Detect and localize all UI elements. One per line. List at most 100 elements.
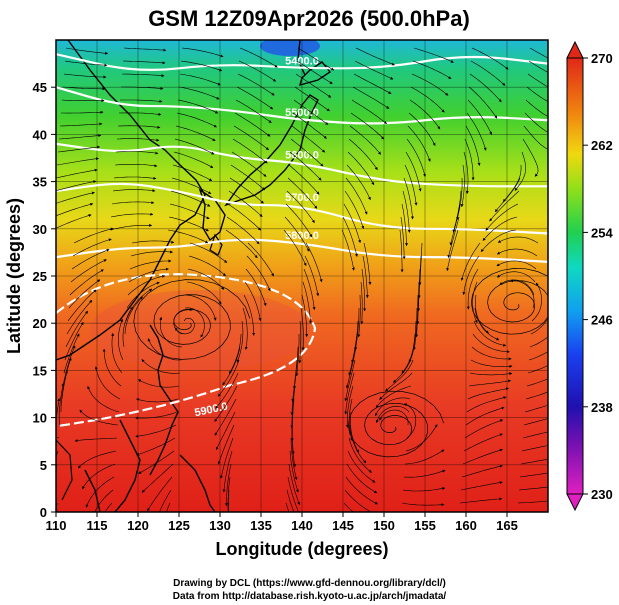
streamline	[185, 294, 217, 321]
streamline	[294, 86, 330, 112]
streamline	[463, 151, 469, 195]
streamline	[417, 268, 421, 312]
streamline	[113, 176, 157, 180]
streamline	[82, 463, 116, 490]
streamline	[482, 216, 518, 241]
streamline	[460, 242, 481, 281]
contour-line	[56, 238, 548, 263]
x-tick-label: 140	[291, 518, 313, 533]
y-tick-label: 0	[40, 505, 47, 520]
streamline	[137, 379, 180, 388]
streamline	[225, 229, 258, 259]
streamline	[462, 255, 480, 296]
streamline	[469, 372, 513, 376]
streamline	[120, 99, 163, 103]
streamline	[174, 138, 215, 155]
x-axis-ticks: 110 115 120 125 130 135 140 145 150 155 160 165	[46, 512, 518, 533]
streamline	[125, 288, 153, 322]
streamline	[87, 385, 120, 413]
streamline	[357, 294, 361, 338]
streamline	[525, 391, 548, 400]
streamline	[68, 279, 101, 309]
streamline	[300, 307, 305, 351]
streamline	[348, 138, 378, 171]
y-tick-label: 20	[33, 316, 47, 331]
streamline	[111, 201, 155, 205]
streamline	[474, 307, 500, 341]
streamline	[502, 164, 522, 203]
streamline	[110, 212, 154, 218]
streamline	[168, 216, 209, 232]
streamline	[295, 334, 300, 377]
streamline	[131, 240, 175, 244]
streamline	[175, 125, 216, 141]
streamline	[222, 346, 241, 386]
streamline	[341, 229, 355, 271]
streamline	[291, 411, 295, 455]
streamline	[69, 269, 104, 296]
colorbar: 230 238 246 254 262 270	[566, 40, 613, 512]
x-axis-label: Longitude (degrees)	[215, 539, 388, 559]
streamline	[468, 86, 498, 119]
streamline	[147, 476, 173, 512]
streamline	[354, 308, 360, 351]
streamline	[236, 86, 274, 110]
streamline	[405, 151, 422, 192]
streamline	[402, 190, 411, 233]
streamline	[229, 177, 264, 204]
streamline	[123, 47, 167, 52]
streamline	[530, 317, 548, 335]
streamline	[121, 86, 164, 90]
streamline	[77, 450, 117, 469]
contour-line	[56, 53, 548, 71]
streamline	[127, 274, 166, 296]
streamline	[466, 396, 507, 413]
streamline	[285, 203, 313, 238]
streamline	[217, 359, 240, 397]
streamline	[290, 437, 298, 480]
streamline	[227, 503, 229, 512]
streamline	[528, 351, 548, 361]
streamline	[465, 406, 505, 426]
lat-lon-grid	[56, 40, 548, 512]
coastline	[56, 40, 332, 512]
streamline	[412, 307, 418, 351]
colorbar-tick-label: 246	[591, 313, 613, 328]
streamline	[401, 333, 416, 374]
streamline	[228, 489, 230, 512]
streamline	[375, 405, 410, 424]
x-tick-label: 145	[332, 518, 354, 533]
streamline	[159, 316, 183, 348]
y-tick-label: 10	[33, 411, 47, 426]
streamline	[124, 296, 143, 335]
streamline	[354, 60, 394, 80]
streamline	[62, 86, 106, 91]
streamline	[122, 306, 133, 348]
cold-core-shading	[260, 40, 320, 56]
streamline	[408, 112, 436, 146]
streamline	[180, 60, 223, 72]
streamline	[236, 320, 244, 363]
streamline	[243, 294, 256, 336]
streamline	[136, 437, 176, 456]
streamline	[72, 238, 112, 257]
streamline	[416, 281, 420, 325]
streamline	[61, 99, 105, 103]
streamline	[214, 385, 238, 422]
streamline	[231, 151, 267, 177]
streamline	[349, 424, 367, 464]
chart-title: GSM 12Z09Apr2026 (500.0hPa)	[148, 6, 470, 31]
streamline	[64, 60, 108, 67]
streamline	[217, 424, 235, 465]
streamline	[304, 255, 320, 297]
streamline	[239, 47, 278, 68]
vortex-spiral	[133, 279, 251, 360]
streamline	[525, 99, 548, 117]
streamline	[181, 47, 224, 58]
streamline	[135, 424, 177, 438]
streamline	[170, 190, 211, 207]
streamline	[57, 145, 101, 153]
streamline	[173, 151, 214, 168]
streamline	[344, 372, 355, 415]
